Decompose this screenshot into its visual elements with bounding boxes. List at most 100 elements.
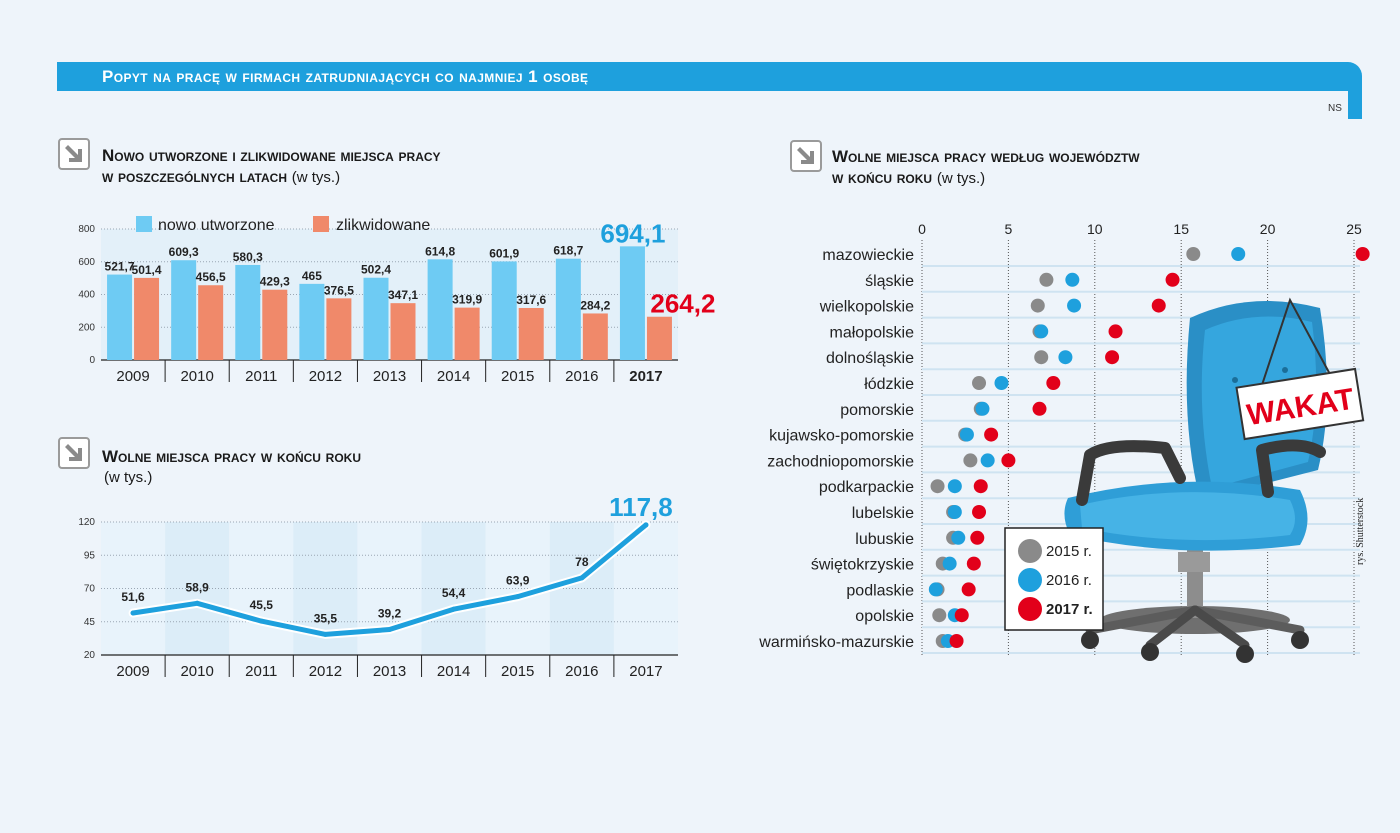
legend-dot [1018, 597, 1042, 621]
dot-2017 [1355, 247, 1370, 261]
x-tick-label: 2010 [180, 663, 213, 680]
legend-dot [1018, 568, 1042, 592]
y-tick-label: 400 [78, 290, 95, 301]
row-label: zachodniopomorskie [767, 453, 914, 470]
source-label: NS [1328, 103, 1342, 114]
y-tick-label: 600 [78, 257, 95, 268]
arrow-down-right-icon [58, 437, 90, 469]
line-label: 39,2 [378, 606, 402, 620]
row-label: opolskie [855, 608, 914, 625]
bar-removed [646, 316, 672, 360]
x-tick-label: 10 [1087, 221, 1103, 237]
x-tick-label: 2013 [373, 663, 406, 680]
legend-label: 2016 r. [1046, 572, 1092, 589]
legend-label-removed: zlikwidowane [336, 217, 430, 234]
y-tick-label: 20 [84, 650, 96, 661]
x-tick-label: 2017 [629, 663, 662, 680]
bar-new [427, 259, 453, 360]
dot-2015 [932, 608, 947, 623]
dot-2016 [1058, 350, 1073, 365]
row-label: warmińsko-mazurskie [758, 634, 914, 651]
dot-2015 [963, 453, 978, 468]
banner-tab [1348, 91, 1362, 119]
bar-new [299, 283, 325, 360]
row-label: wielkopolskie [819, 299, 914, 316]
y-tick-label: 120 [78, 517, 95, 528]
section3-title: Wolne miejsca pracy według województw w … [832, 147, 1140, 187]
dot-2015 [930, 479, 945, 494]
bar-removed [582, 313, 608, 360]
bar-label-new: 601,9 [489, 246, 519, 260]
bar-removed [326, 298, 352, 360]
x-tick-label: 20 [1260, 221, 1276, 237]
dot-2016 [1067, 298, 1082, 313]
bar-label-removed: 456,5 [196, 270, 226, 284]
bar-label-new: 609,3 [169, 245, 199, 259]
y-tick-label: 95 [84, 550, 96, 561]
legend-swatch-new [136, 216, 152, 232]
dot-2016 [1231, 247, 1246, 261]
line-label: 51,6 [121, 590, 145, 604]
x-tick-label: 2015 [501, 663, 534, 680]
column-band [101, 522, 166, 655]
x-tick-label: 2009 [116, 663, 149, 680]
line-label-highlight: 117,8 [609, 492, 673, 522]
dot-2016 [980, 453, 995, 468]
dot-2017 [970, 530, 985, 545]
bar-removed [518, 307, 544, 360]
bar-label-removed: 317,6 [516, 293, 546, 307]
line-label: 63,9 [506, 574, 530, 588]
row-label: kujawsko-pomorskie [769, 428, 914, 445]
dot-2017 [972, 505, 987, 519]
bar-label-removed: 347,1 [388, 288, 418, 302]
row-label: małopolskie [830, 324, 915, 341]
dot-2015 [1039, 272, 1054, 287]
line-point [579, 575, 585, 581]
dot-2017 [1105, 350, 1120, 365]
dot-2016 [959, 427, 974, 442]
legend-label: 2015 r. [1046, 543, 1092, 560]
section1-title: Nowo utworzone i zlikwidowane miejsca pr… [102, 146, 441, 186]
row-label: podlaskie [846, 582, 914, 599]
dot-2017 [1165, 272, 1180, 287]
y-tick-label: 200 [78, 322, 95, 333]
dot-2017 [1151, 298, 1166, 313]
legend-dot [1018, 539, 1042, 563]
line-point [451, 606, 457, 612]
x-tick-label: 2015 [501, 368, 534, 385]
bar-new [107, 274, 133, 360]
line-label: 54,4 [442, 586, 466, 600]
image-credit: rys. Shutterstock [1355, 497, 1366, 565]
section2-title: Wolne miejsca pracy w końcu roku (w tys.… [102, 447, 362, 486]
dot-2017 [1001, 453, 1016, 468]
dot-plot-chart: 0 5 10 15 20 25 mazowieckie śląskie wielkopolski… [758, 221, 1370, 663]
bar-removed [390, 303, 416, 360]
bar-new [555, 258, 581, 360]
bar-label-removed: 501,4 [132, 263, 162, 277]
dot-legend: 2015 r. 2016 r. 2017 r. [1004, 527, 1104, 631]
x-tick-label: 2014 [437, 368, 470, 385]
x-tick-label: 2013 [373, 368, 406, 385]
y-tick-label: 800 [78, 224, 95, 235]
header-banner: Popyt na pracę w firmach zatrudniających… [57, 62, 1362, 91]
dot-2015 [1186, 247, 1201, 261]
dot-2017 [984, 427, 999, 442]
bar-label-new: 618,7 [553, 244, 583, 258]
line-chart: 20 45 70 95 120 51,6 2009 58,9 2010 45,5 2011 35,5 2… [78, 492, 678, 680]
bar-removed [134, 277, 160, 360]
bar-removed [262, 289, 288, 360]
bar-new [235, 264, 261, 360]
dot-2017 [1108, 324, 1123, 339]
line-label: 78 [575, 555, 589, 569]
arrow-down-right-icon [58, 138, 90, 170]
row-label: śląskie [865, 273, 914, 290]
row-label: lubuskie [855, 531, 914, 548]
bar-new [619, 246, 645, 360]
dot-2016 [942, 556, 957, 571]
bar-new [171, 260, 197, 360]
bar-label-new: 614,8 [425, 244, 455, 258]
bar-label-removed-highlight: 264,2 [650, 289, 715, 319]
x-tick-label: 25 [1346, 221, 1362, 237]
x-tick-label: 2014 [437, 663, 470, 680]
x-tick-label: 5 [1005, 221, 1013, 237]
